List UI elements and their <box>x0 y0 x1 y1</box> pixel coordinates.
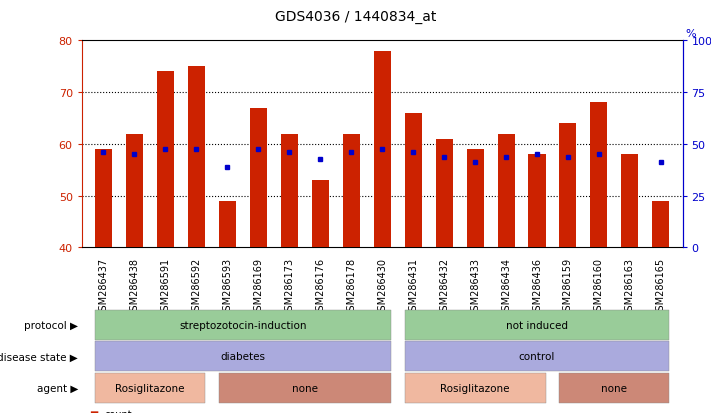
Bar <box>436 139 453 248</box>
Bar <box>590 103 607 248</box>
Text: not induced: not induced <box>506 320 568 330</box>
Bar <box>405 114 422 248</box>
Bar <box>560 124 577 248</box>
Text: disease state ▶: disease state ▶ <box>0 351 78 361</box>
Bar <box>157 72 174 248</box>
Text: Rosiglitazone: Rosiglitazone <box>440 383 510 393</box>
Bar <box>311 180 328 248</box>
Text: none: none <box>292 383 318 393</box>
Bar <box>343 134 360 248</box>
Bar <box>653 201 669 248</box>
Bar <box>374 52 390 248</box>
Bar <box>250 108 267 248</box>
Bar <box>498 134 515 248</box>
Text: diabetes: diabetes <box>220 351 265 361</box>
Text: protocol ▶: protocol ▶ <box>24 320 78 330</box>
Text: count: count <box>105 409 132 413</box>
Bar <box>466 150 483 248</box>
Bar <box>126 134 143 248</box>
Bar <box>528 155 545 248</box>
Text: agent ▶: agent ▶ <box>37 383 78 393</box>
Bar <box>188 67 205 248</box>
Text: none: none <box>602 383 627 393</box>
Text: %: % <box>685 28 696 38</box>
Text: control: control <box>519 351 555 361</box>
Text: streptozotocin-induction: streptozotocin-induction <box>179 320 306 330</box>
Bar <box>621 155 638 248</box>
Text: ■: ■ <box>89 409 98 413</box>
Bar <box>219 201 236 248</box>
Bar <box>95 150 112 248</box>
Text: Rosiglitazone: Rosiglitazone <box>115 383 185 393</box>
Text: GDS4036 / 1440834_at: GDS4036 / 1440834_at <box>275 10 436 24</box>
Bar <box>281 134 298 248</box>
